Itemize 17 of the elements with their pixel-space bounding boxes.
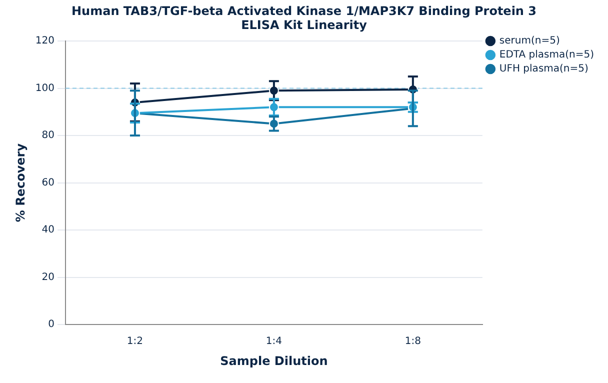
y-tick-label: 60 (42, 177, 54, 188)
y-tick-label: 120 (35, 36, 54, 47)
legend-label: EDTA plasma(n=5) (499, 50, 594, 61)
y-tick-label: 20 (42, 272, 54, 283)
y-tick-label: 0 (48, 319, 54, 330)
y-tick-label: 100 (35, 82, 54, 94)
x-tick-label: 1:8 (404, 336, 421, 348)
y-axis-title: % Recovery (13, 143, 28, 222)
legend-label: UFH plasma(n=5) (499, 64, 588, 75)
point (268, 116, 280, 132)
y-tick-label: 40 (42, 224, 54, 236)
x-tick-label: 1:2 (126, 336, 144, 348)
x-axis-title: Sample Dilution (220, 354, 328, 368)
y-tick-label: 80 (42, 130, 54, 142)
x-tick-label: 1:4 (266, 336, 282, 348)
chart-title: Human TAB3/TGF-beta Activated Kinase 1/MAP3K7 Binding Protein 3 ELISA Kit Linearity (70, 4, 538, 32)
legend-label: serum(n=5) (499, 36, 560, 47)
